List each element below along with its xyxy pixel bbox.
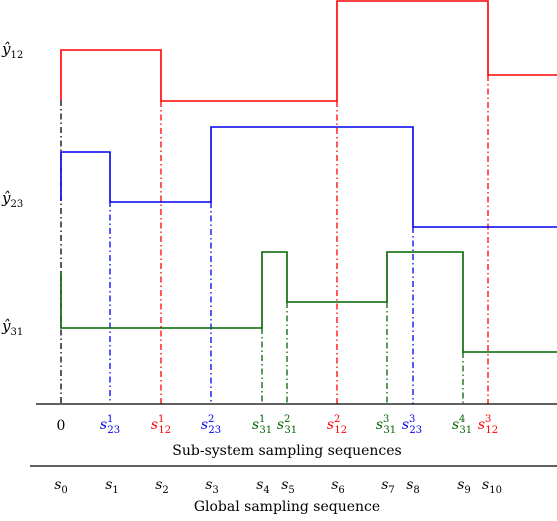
global-tick-s2: s2 — [155, 477, 169, 496]
global-tick-s6: s6 — [331, 477, 345, 496]
global-tick-s10: s10 — [482, 477, 502, 496]
sub-tick-s12-2: s2 12 — [327, 414, 347, 436]
sub-tick-s23-2: s2 23 — [201, 414, 221, 436]
sub-axis-caption: Sub-system sampling sequences — [172, 443, 401, 459]
global-tick-s8: s8 — [406, 477, 420, 496]
sub-tick-s23-1: s1 23 — [100, 414, 120, 436]
label-y12: ŷ12 — [1, 40, 23, 61]
sub-tick-s31-1: s1 31 — [252, 414, 272, 436]
global-tick-s7: s7 — [381, 477, 395, 496]
sampling-guides — [60, 75, 489, 404]
global-axis-caption: Global sampling sequence — [194, 499, 380, 515]
sub-tick-s31-3: s3 31 — [376, 414, 396, 436]
sub-tick-s12-3: s3 12 — [478, 414, 498, 436]
global-tick-s3: s3 — [205, 477, 219, 496]
sub-tick-s31-4: s4 31 — [452, 414, 472, 436]
label-y23: ŷ23 — [1, 189, 23, 210]
sub-tick-0: 0 — [57, 418, 66, 434]
signal-y12-line — [60, 0, 557, 102]
signal-y31-line — [60, 251, 557, 353]
global-tick-s1: s1 — [105, 477, 119, 496]
sub-tick-s23-3: s3 23 — [402, 414, 422, 436]
global-tick-s5: s5 — [281, 477, 295, 496]
sub-tick-s12-1: s1 12 — [151, 414, 171, 436]
signal-y23-line — [60, 126, 557, 228]
global-tick-s4: s4 — [256, 477, 270, 496]
global-tick-s9: s9 — [457, 477, 471, 496]
label-y31: ŷ31 — [1, 317, 23, 338]
sub-tick-s31-2: s2 31 — [277, 414, 297, 436]
global-tick-s0: s0 — [54, 477, 68, 496]
